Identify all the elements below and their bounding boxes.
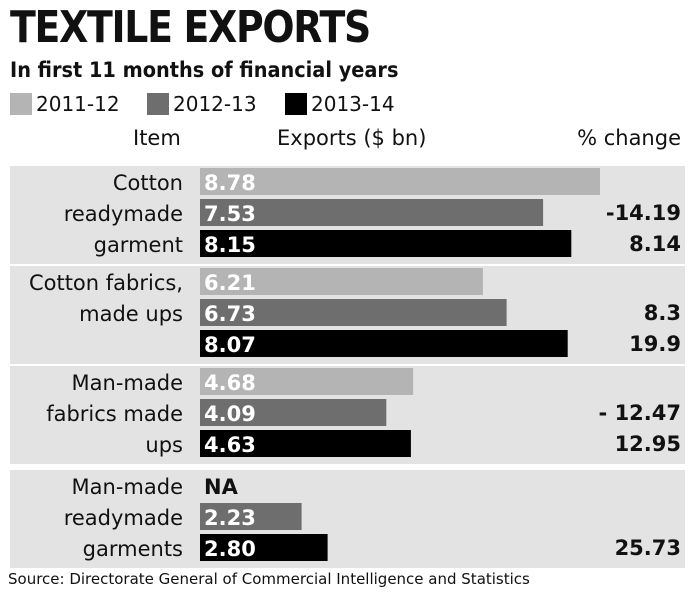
item-label-line: Cotton — [112, 171, 183, 195]
pct-change-value: 19.9 — [629, 332, 681, 356]
item-label-line: ups — [145, 433, 183, 457]
bar-value-label: 6.21 — [204, 271, 256, 295]
item-label-line: fabrics made — [46, 402, 183, 426]
group-band — [10, 470, 685, 568]
bar-value-label: 8.07 — [204, 333, 256, 357]
bar-2013-14 — [200, 330, 568, 357]
bar-2013-14 — [200, 534, 328, 561]
header-item: Item — [133, 126, 181, 150]
chart-subtitle: In first 11 months of financial years — [10, 58, 399, 82]
legend-label-2013-14: 2013-14 — [311, 92, 395, 116]
bar-2012-13 — [200, 199, 544, 226]
item-label-line: readymade — [63, 506, 183, 530]
legend-swatch-2013-14 — [285, 93, 307, 115]
item-label-line: garments — [82, 537, 183, 561]
item-label-line: readymade — [63, 202, 183, 226]
bar-2011-12 — [200, 268, 483, 295]
bar-2011-12 — [200, 168, 600, 195]
bar-value-label: 4.68 — [204, 371, 256, 395]
item-label-line: Man-made — [71, 475, 183, 499]
legend-swatch-2011-12 — [10, 93, 32, 115]
bar-value-label: 8.78 — [204, 171, 256, 195]
pct-change-value: 8.3 — [643, 301, 681, 325]
bar-value-label: 6.73 — [204, 302, 256, 326]
bar-2012-13 — [200, 399, 387, 426]
pct-change-value: -14.19 — [605, 201, 681, 225]
legend-item-2013-14: 2013-14 — [285, 92, 395, 116]
bar-value-label: 2.80 — [204, 537, 256, 561]
pct-change-value: 25.73 — [614, 536, 681, 560]
pct-change-value: 12.95 — [614, 432, 681, 456]
bar-value-label: 2.23 — [204, 506, 256, 530]
bar-2012-13 — [200, 299, 507, 326]
bar-value-label: NA — [204, 475, 239, 499]
header-exports: Exports ($ bn) — [277, 126, 427, 150]
bar-2013-14 — [200, 230, 572, 257]
chart-title: TEXTILE EXPORTS — [10, 2, 371, 53]
legend-label-2012-13: 2012-13 — [173, 92, 257, 116]
bar-value-label: 4.09 — [204, 402, 256, 426]
legend-item-2012-13: 2012-13 — [147, 92, 257, 116]
bar-2012-13 — [200, 503, 302, 530]
bar-value-label: 7.53 — [204, 202, 256, 226]
pct-change-value: 8.14 — [629, 232, 681, 256]
item-label-line: Cotton fabrics, — [28, 271, 183, 295]
legend-swatch-2012-13 — [147, 93, 169, 115]
legend-label-2011-12: 2011-12 — [36, 92, 120, 116]
bar-value-label: 4.63 — [204, 433, 256, 457]
pct-change-value: - 12.47 — [598, 401, 681, 425]
item-label-line: made ups — [79, 302, 183, 326]
bar-value-label: 8.15 — [204, 233, 256, 257]
item-label-line: garment — [93, 233, 183, 257]
legend-item-2011-12: 2011-12 — [10, 92, 120, 116]
source-note: Source: Directorate General of Commercia… — [8, 570, 530, 588]
bar-2013-14 — [200, 430, 411, 457]
header-change: % change — [577, 126, 681, 150]
item-label-line: Man-made — [71, 371, 183, 395]
bar-2011-12 — [200, 368, 414, 395]
